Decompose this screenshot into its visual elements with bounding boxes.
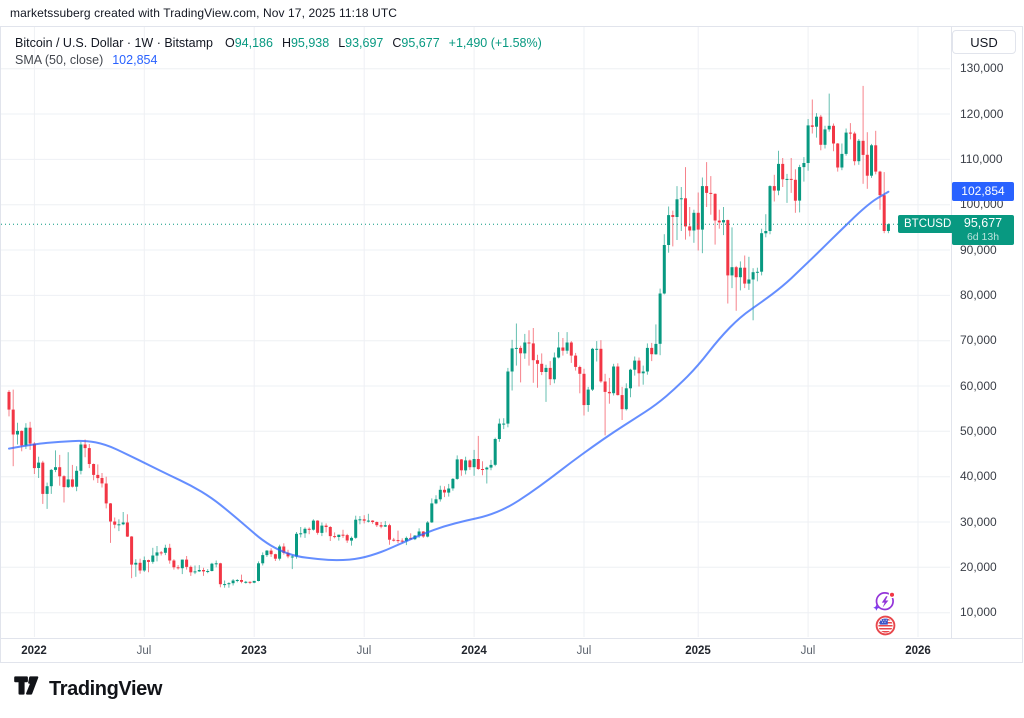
- time-tick-label: 2024: [461, 645, 487, 657]
- price-tick-label: 130,000: [960, 61, 1004, 75]
- time-tick-label: Jul: [136, 645, 152, 657]
- last-price-label: 95,677 6d 13h: [952, 215, 1014, 245]
- chart-legend: Bitcoin / U.S. Dollar · 1W · Bitstamp O9…: [15, 34, 542, 68]
- sma-line[interactable]: [8, 190, 890, 562]
- symbol-title[interactable]: Bitcoin / U.S. Dollar · 1W · Bitstamp: [15, 35, 213, 50]
- time-axis[interactable]: 2022 Jul 2023 Jul 2024 Jul 2025 Jul 2026: [1, 638, 1022, 664]
- price-change: +1,490 (+1.58%): [448, 35, 542, 50]
- ai-highlights-event-icon[interactable]: [872, 589, 897, 619]
- brand-footer: TradingView: [13, 673, 162, 705]
- time-tick-label: Jul: [356, 645, 372, 657]
- price-axis[interactable]: 130,000 120,000 110,000 100,000 90,000 80,000…: [951, 27, 1024, 638]
- time-tick-label: Jul: [800, 645, 816, 657]
- time-tick-label: 2026: [905, 645, 931, 657]
- currency-toggle-button[interactable]: USD: [952, 30, 1016, 54]
- price-tick-label: 70,000: [960, 333, 997, 347]
- time-tick-label: 2023: [241, 645, 267, 657]
- tradingview-logo-icon: [13, 674, 41, 705]
- price-tick-label: 110,000: [960, 152, 1003, 166]
- brand-name: TradingView: [49, 677, 163, 700]
- sma-indicator-value: 102,854: [112, 52, 158, 67]
- price-tick-label: 40,000: [960, 469, 997, 483]
- bar-countdown: 6d 13h: [966, 231, 1000, 243]
- price-tick-label: 30,000: [960, 515, 997, 529]
- price-tick-label: 60,000: [960, 379, 997, 393]
- chart-widget: Bitcoin / U.S. Dollar · 1W · Bitstamp O9…: [0, 26, 1023, 663]
- price-tick-label: 20,000: [960, 560, 997, 574]
- time-tick-label: 2025: [685, 645, 711, 657]
- sma-indicator-label[interactable]: SMA (50, close): [15, 52, 104, 67]
- candles-layer: [7, 85, 890, 588]
- price-tick-label: 10,000: [960, 605, 997, 619]
- price-tick-label: 90,000: [960, 243, 997, 257]
- price-tick-label: 120,000: [960, 107, 1004, 121]
- time-tick-label: Jul: [576, 645, 592, 657]
- attribution-text: marketssuberg created with TradingView.c…: [10, 6, 398, 20]
- us-economic-event-icon[interactable]: [875, 615, 896, 641]
- price-tick-label: 50,000: [960, 424, 997, 438]
- sma-price-label: 102,854: [952, 182, 1014, 201]
- time-tick-label: 2022: [21, 645, 47, 657]
- price-chart-plot[interactable]: [1, 27, 950, 637]
- price-tick-label: 80,000: [960, 288, 997, 302]
- ohlc-values: O94,186 H95,938 L93,697 C95,677 +1,490 (…: [224, 35, 542, 50]
- symbol-badge: BTCUSD: [898, 215, 958, 233]
- grid-layer: [1, 27, 950, 637]
- last-price-value: 95,677: [963, 216, 1003, 230]
